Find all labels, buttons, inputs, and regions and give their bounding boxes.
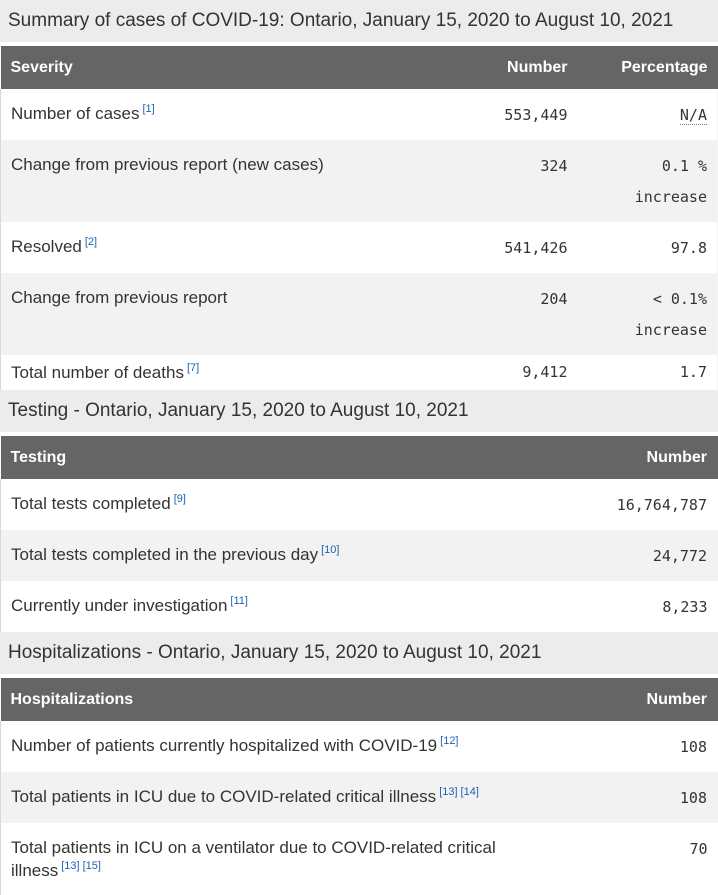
table-row: Total tests completed [9] 16,764,787 — [0, 479, 718, 530]
row-label: Change from previous report (new cases) — [0, 140, 448, 222]
footnote-link[interactable]: [1] — [142, 103, 155, 116]
row-number-value: 108 — [679, 738, 707, 756]
row-label: Total patients in ICU on a ventilator du… — [0, 823, 558, 895]
column-header-number: Number — [557, 436, 718, 479]
row-label: Total tests completed [9] — [0, 479, 558, 530]
percentage-text: 0.1 % — [661, 157, 707, 175]
section-title: Testing - Ontario, January 15, 2020 to A… — [0, 390, 718, 432]
column-header-number: Number — [447, 46, 578, 89]
row-number-value: 70 — [689, 840, 708, 858]
row-label-text: Change from previous report (new cases) — [11, 155, 324, 174]
footnote-link[interactable]: [13] — [61, 860, 80, 873]
table-header-row: Testing Number — [0, 436, 718, 479]
table-row: Total number of deaths [7] 9,412 1.7 — [0, 355, 718, 390]
row-number-value: 553,449 — [504, 106, 568, 124]
row-number-value: 324 — [540, 157, 568, 175]
section-hospitalizations: Hospitalizations - Ontario, January 15, … — [0, 632, 718, 895]
footnote-link[interactable]: [12] — [440, 735, 459, 748]
footnote-ref: [11] — [230, 595, 248, 607]
footnote-link[interactable]: [7] — [186, 362, 200, 375]
row-label: Resolved [2] — [0, 222, 448, 273]
table-row: Total tests completed in the previous da… — [0, 530, 718, 581]
row-label: Currently under investigation [11] — [0, 581, 558, 632]
row-number-value: 541,426 — [504, 239, 568, 257]
row-number-value: 108 — [679, 789, 707, 807]
data-table: Testing Number Total tests completed [9] 16… — [0, 436, 718, 632]
footnote-ref: [12] — [440, 735, 458, 747]
row-percentage-value: 97.8 — [577, 222, 718, 273]
footnote-link[interactable]: [2] — [84, 236, 98, 249]
row-number-value: 24,772 — [652, 547, 707, 565]
percentage-note: increase — [634, 321, 707, 339]
table-row: Number of patients currently hospitalize… — [0, 721, 718, 772]
footnote-link[interactable]: [10] — [321, 544, 340, 557]
row-label-text: Total tests completed — [11, 494, 171, 513]
table-row: Change from previous report (new cases) 3… — [0, 140, 718, 222]
percentage-text: 1.7 — [679, 363, 707, 381]
row-label-text: Total tests completed in the previous da… — [11, 545, 319, 564]
section-testing: Testing - Ontario, January 15, 2020 to A… — [0, 390, 718, 632]
row-label: Total number of deaths [7] — [0, 355, 448, 390]
footnote-ref: [9] — [174, 493, 186, 505]
percentage-text: 97.8 — [670, 239, 707, 257]
footnote-link[interactable]: [9] — [173, 493, 186, 506]
table-row: Total patients in ICU on a ventilator du… — [0, 823, 718, 895]
table-row: Resolved [2] 541,426 97.8 — [0, 222, 718, 273]
footnote-ref: [14] — [461, 786, 479, 798]
table-header-row: Severity Number Percentage — [0, 46, 718, 89]
row-percentage-value: 0.1 % increase — [577, 140, 718, 222]
row-label-text: Total patients in ICU due to COVID-relat… — [11, 787, 437, 806]
table-row: Number of cases [1] 553,449 N/A — [0, 89, 718, 140]
column-header-testing: Testing — [0, 436, 558, 479]
table-row: Change from previous report 204 < 0.1% incr… — [0, 273, 718, 355]
row-label: Change from previous report — [0, 273, 448, 355]
footnote-ref: [7] — [187, 362, 199, 374]
not-applicable-abbr: N/A — [679, 106, 707, 125]
row-label-text: Number of cases — [11, 104, 140, 123]
row-percentage-value: 1.7 — [577, 355, 718, 390]
data-table: Hospitalizations Number Number of patient… — [0, 678, 718, 895]
footnote-link[interactable]: [13] — [439, 786, 458, 799]
row-number-value: 9,412 — [522, 363, 568, 381]
row-number-value: 8,233 — [662, 598, 708, 616]
row-label: Number of patients currently hospitalize… — [0, 721, 558, 772]
row-label: Total patients in ICU due to COVID-relat… — [0, 772, 558, 823]
percentage-note: increase — [634, 188, 707, 206]
percentage-text: < 0.1% — [652, 290, 707, 308]
table-header-row: Hospitalizations Number — [0, 678, 718, 721]
row-number-value: 16,764,787 — [616, 496, 707, 514]
row-percentage-value: N/A — [577, 89, 718, 140]
footnote-ref: [10] — [321, 544, 339, 556]
footnote-link[interactable]: [15] — [82, 860, 101, 873]
row-number-value: 204 — [540, 290, 568, 308]
row-label-text: Currently under investigation — [11, 596, 228, 615]
row-label-text: Change from previous report — [11, 288, 228, 307]
column-header-hospitalizations: Hospitalizations — [0, 678, 558, 721]
column-header-number: Number — [557, 678, 718, 721]
section-severity: Summary of cases of COVID-19: Ontario, J… — [0, 0, 718, 390]
footnote-ref: [15] — [83, 860, 101, 872]
row-label: Total tests completed in the previous da… — [0, 530, 558, 581]
footnote-ref: [1] — [143, 103, 155, 115]
row-label-text: Total patients in ICU on a ventilator du… — [11, 838, 496, 880]
column-header-percentage: Percentage — [577, 46, 718, 89]
row-percentage-value: < 0.1% increase — [577, 273, 718, 355]
column-header-severity: Severity — [0, 46, 448, 89]
footnote-link[interactable]: [14] — [460, 786, 479, 799]
section-title: Summary of cases of COVID-19: Ontario, J… — [0, 0, 718, 42]
footnote-ref: [2] — [85, 236, 97, 248]
row-label-text: Resolved — [11, 237, 82, 256]
table-row: Currently under investigation [11] 8,233 — [0, 581, 718, 632]
footnote-ref: [13] — [61, 860, 79, 872]
footnote-ref: [13] — [439, 786, 457, 798]
footnote-link[interactable]: [11] — [230, 595, 248, 608]
table-row: Total patients in ICU due to COVID-relat… — [0, 772, 718, 823]
section-title: Hospitalizations - Ontario, January 15, … — [0, 632, 718, 674]
row-label: Number of cases [1] — [0, 89, 448, 140]
row-label-text: Number of patients currently hospitalize… — [11, 736, 438, 755]
data-table: Severity Number Percentage Number of cases… — [0, 46, 718, 390]
row-label-text: Total number of deaths — [11, 363, 184, 382]
